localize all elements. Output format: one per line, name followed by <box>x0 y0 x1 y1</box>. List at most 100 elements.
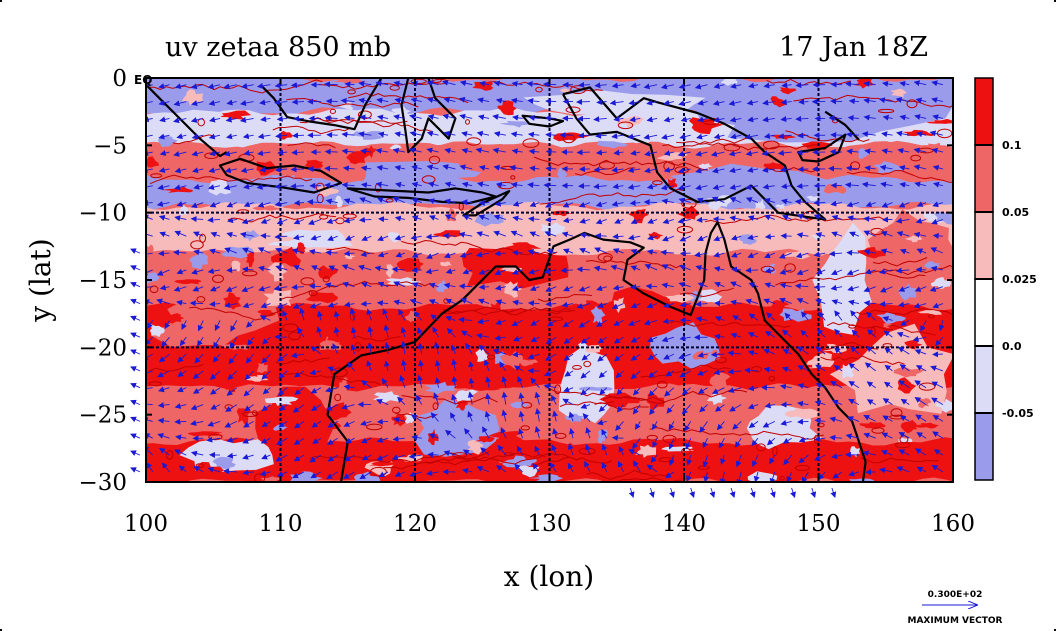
wind-vector <box>678 100 691 107</box>
wind-vector <box>563 285 574 292</box>
wind-vector <box>848 299 859 306</box>
wind-vector <box>377 235 389 242</box>
wind-vector <box>326 218 338 224</box>
wind-vector <box>223 184 237 191</box>
vorticity-cell <box>469 386 500 391</box>
wind-vector <box>344 81 355 88</box>
vorticity-cell <box>709 372 731 388</box>
wind-vector <box>526 81 540 87</box>
wind-vector <box>276 218 288 225</box>
wind-vector <box>394 164 405 171</box>
wind-vector <box>428 198 439 205</box>
wind-vector <box>629 199 641 206</box>
wind-vector-margin <box>790 487 796 498</box>
wind-vector <box>158 133 170 140</box>
wind-vector <box>512 299 523 306</box>
contour-line <box>676 141 821 151</box>
wind-vector <box>460 298 473 305</box>
wind-vector-margin <box>648 487 655 498</box>
wind-vector <box>613 149 624 156</box>
wind-vector <box>781 82 792 89</box>
y-tick-label: −25 <box>78 403 127 429</box>
wind-vector <box>393 80 405 87</box>
wind-vector <box>173 117 187 124</box>
wind-vector <box>226 201 237 208</box>
vector-reference: 0.300E+02 MAXIMUM VECTOR <box>907 590 1002 626</box>
wind-vector <box>863 286 876 293</box>
wind-vector <box>895 97 910 103</box>
wind-vector <box>779 297 792 305</box>
coastline <box>218 157 343 194</box>
coastline <box>346 187 497 205</box>
wind-vector <box>181 320 187 330</box>
wind-vector <box>176 299 187 306</box>
wind-vector <box>325 98 338 105</box>
wind-vector <box>932 201 944 208</box>
colorbar-swatch <box>974 144 994 213</box>
wind-vector <box>779 166 792 173</box>
wind-vector <box>157 184 170 191</box>
wind-vector <box>916 131 927 138</box>
wind-vector <box>796 214 809 220</box>
wind-vector <box>174 184 187 191</box>
wind-vector <box>745 150 759 157</box>
vorticity-cell <box>876 312 907 324</box>
wind-vector <box>445 268 456 274</box>
wind-vector-margin <box>130 433 141 439</box>
contour-ring <box>521 401 533 409</box>
contour-ring <box>520 425 530 431</box>
wind-vector <box>245 320 254 328</box>
wind-vector <box>193 183 204 190</box>
contour-ring <box>597 252 613 262</box>
wind-vector <box>695 316 708 323</box>
vorticity-cell <box>823 184 847 194</box>
wind-vector <box>495 319 506 325</box>
wind-vector <box>317 310 323 321</box>
wind-vector <box>762 183 775 190</box>
wind-vector <box>660 249 674 256</box>
wind-vector <box>846 201 860 208</box>
wind-vector <box>779 282 792 289</box>
wind-vector <box>226 99 237 106</box>
wind-vector <box>661 282 674 289</box>
wind-vector <box>146 269 153 276</box>
wind-vector <box>290 166 305 173</box>
wind-vector <box>527 131 540 138</box>
wind-vector <box>292 264 305 271</box>
wind-vector <box>916 201 927 207</box>
contour-ring <box>322 276 330 283</box>
wind-vector <box>815 268 826 275</box>
wind-vector <box>190 202 204 208</box>
wind-vector <box>173 100 187 107</box>
wind-vector <box>511 80 523 87</box>
wind-vector <box>579 248 591 254</box>
wind-vector <box>916 248 927 255</box>
wind-vector <box>762 99 775 106</box>
colorbar-label: -0.05 <box>1002 407 1034 420</box>
wind-vector <box>510 97 523 104</box>
contour-line <box>287 142 336 149</box>
wind-vector <box>579 232 590 239</box>
vorticity-cell <box>475 348 489 362</box>
wind-vector <box>458 96 473 103</box>
wind-vector <box>275 132 288 139</box>
wind-vector <box>730 299 742 306</box>
wind-vector <box>695 301 708 308</box>
wind-vector <box>392 147 405 154</box>
wind-vector <box>478 284 490 291</box>
wind-vector <box>644 167 658 174</box>
wind-vector <box>846 249 859 256</box>
wind-vector <box>677 184 691 191</box>
vorticity-cell <box>913 422 940 429</box>
vorticity-cell <box>256 362 268 373</box>
wind-vector <box>748 82 759 89</box>
wind-vector <box>764 252 775 259</box>
vorticity-cell <box>635 444 657 458</box>
wind-vector <box>477 114 490 121</box>
wind-vector <box>696 216 708 223</box>
contour-ring <box>535 86 543 93</box>
wind-vector <box>895 217 910 224</box>
vorticity-cell <box>926 118 953 124</box>
wind-vector <box>528 268 540 275</box>
contour-ring <box>598 161 615 170</box>
